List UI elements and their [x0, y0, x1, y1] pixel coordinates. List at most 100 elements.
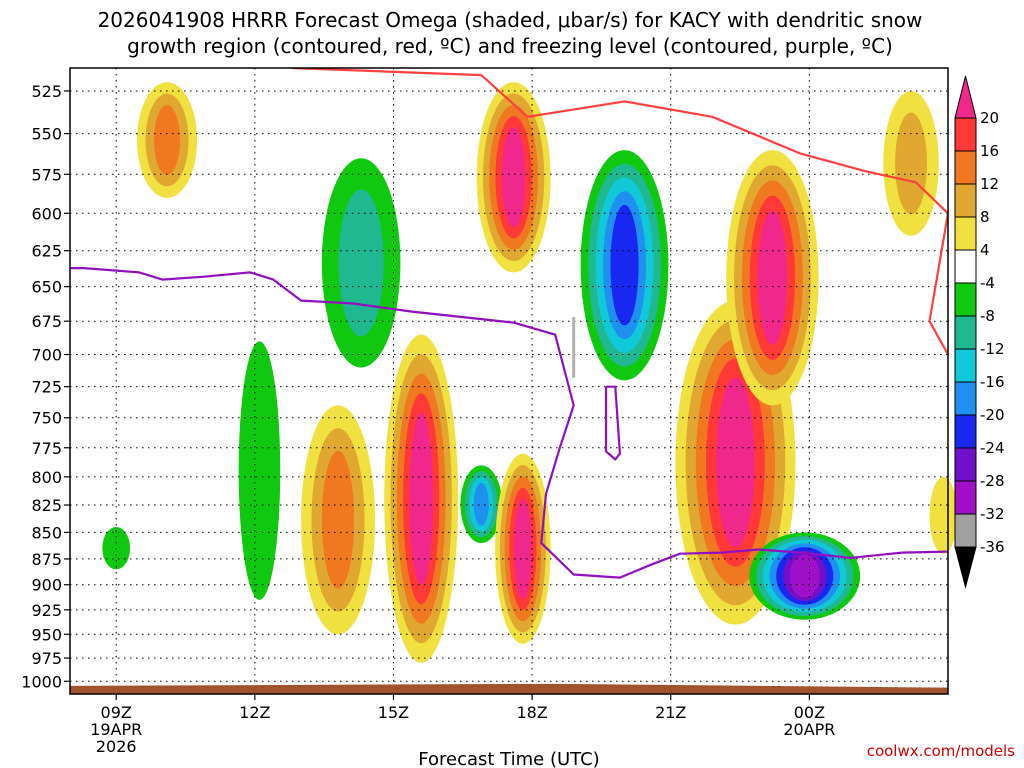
contour-lines: [70, 68, 948, 579]
omega-feature-upward-lobe-i: [495, 453, 551, 644]
ground-surface: [70, 683, 948, 694]
y-tick-label-575: 575: [31, 165, 62, 184]
colorbar-swatch-4: [954, 216, 977, 251]
omega-feature-sink-lobe-d: [321, 158, 401, 368]
omega-feature-sink-lobe-m: [749, 532, 861, 620]
x-tick-label-21Z-0: 21Z: [655, 703, 686, 722]
dgz-contour-line: [291, 68, 948, 356]
omega-contour-upward-lobe-l-20: [757, 210, 788, 345]
omega-feature-upward-lobe-f: [384, 334, 459, 663]
omega-contour-sink-lobe-m--28: [789, 554, 820, 598]
plot-area: [69, 67, 958, 695]
colorbar-swatch-6: [954, 282, 977, 317]
y-tick-label-725: 725: [31, 378, 62, 397]
y-tick-label-1000: 1000: [21, 672, 62, 691]
omega-feature-sink-lobe-b: [238, 341, 281, 600]
plot-frame: [69, 67, 949, 695]
chart-title-line-2: growth region (contoured, red, ºC) and f…: [127, 34, 893, 58]
x-tick-label-00Z-1: 20APR: [783, 720, 835, 739]
x-tick-label-18Z-0: 18Z: [516, 703, 547, 722]
colorbar-label-10: -24: [980, 439, 1005, 457]
omega-contour-sink-lobe-d--8: [338, 189, 384, 337]
omega-contour-upward-lobe-a-12: [154, 105, 181, 175]
omega-contour-upward-lobe-n-8: [895, 112, 927, 215]
y-tick-label-750: 750: [31, 409, 62, 428]
chart-title-line-1: 2026041908 HRRR Forecast Omega (shaded, …: [98, 8, 923, 32]
y-tick-label-550: 550: [31, 125, 62, 144]
omega-contour-upward-lobe-f-20: [409, 412, 434, 585]
omega-contour-upward-lobe-k-20: [716, 377, 755, 548]
colorbar-label-8: -16: [980, 373, 1005, 391]
colorbar-label-3: 8: [980, 208, 990, 226]
colorbar-label-6: -8: [980, 307, 995, 325]
x-tick-label-09Z-1: 19APR: [90, 720, 142, 739]
omega-contour-sink-lobe-j--20: [610, 204, 639, 326]
colorbar-swatch-9: [954, 381, 977, 416]
omega-feature-sink-lobe-j: [580, 150, 669, 381]
colorbar-swatch-bottom: [954, 546, 977, 589]
freezing-level-loop: [604, 385, 622, 461]
y-tick-label-825: 825: [31, 496, 62, 515]
colorbar-label-7: -12: [980, 340, 1005, 358]
y-tick-label-700: 700: [31, 346, 62, 365]
y-tick-label-850: 850: [31, 523, 62, 542]
omega-feature-sink-lobe-h: [460, 465, 503, 544]
freezing-level-line: [70, 267, 948, 579]
omega-contour-sink-lobe-h--16: [473, 482, 489, 526]
colorbar-swatch-10: [954, 414, 977, 449]
pressure-axis: 525 550 575 600 625 650 675 700 725 750 775 800 825 8…: [21, 82, 70, 691]
colorbar-swatch-5: [954, 249, 977, 284]
colorbar-label-5: -4: [980, 274, 995, 292]
omega-feature-upward-lobe-g: [476, 82, 551, 273]
colorbar-label-2: 12: [980, 175, 999, 193]
x-tick-label-09Z-0: 09Z: [101, 703, 132, 722]
x-tick-label-00Z-0: 00Z: [794, 703, 825, 722]
colorbar-label-11: -28: [980, 472, 1005, 490]
omega-contour-upward-lobe-o-4: [929, 476, 958, 554]
colorbar-label-13: -36: [980, 538, 1005, 556]
omega-feature-upward-lobe-l: [726, 150, 819, 406]
colorbar-label-4: 4: [980, 241, 990, 259]
omega-feature-upward-lobe-o: [929, 476, 958, 554]
y-tick-label-800: 800: [31, 468, 62, 487]
colorbar-swatch-7: [954, 315, 977, 350]
omega-shading: [102, 82, 958, 663]
y-tick-label-900: 900: [31, 576, 62, 595]
y-tick-label-775: 775: [31, 439, 62, 458]
y-tick-label-925: 925: [31, 601, 62, 620]
colorbar-swatch-11: [954, 447, 977, 482]
colorbar-swatch-2: [954, 150, 977, 185]
omega-contour-sink-lobe-b--4: [238, 341, 281, 600]
omega-contour-upward-lobe-g-20: [501, 127, 526, 228]
omega-feature-upward-lobe-a: [137, 82, 198, 198]
x-tick-label-12Z-0: 12Z: [239, 703, 270, 722]
y-tick-label-625: 625: [31, 242, 62, 261]
y-tick-label-975: 975: [31, 649, 62, 668]
colorbar-label-12: -32: [980, 505, 1005, 523]
colorbar-swatch-3: [954, 183, 977, 218]
y-tick-label-650: 650: [31, 278, 62, 297]
y-tick-label-600: 600: [31, 204, 62, 223]
omega-colorbar: 20 16 12 8 4 -4 -8 -12 -16 -20 -24 -28 -32 -36: [954, 75, 1005, 589]
grid-lines: [70, 68, 948, 694]
y-tick-label-675: 675: [31, 312, 62, 331]
omega-contour-upward-lobe-i-20: [513, 498, 532, 599]
source-credit: coolwx.com/models: [867, 742, 1015, 760]
omega-feature-upward-lobe-e: [301, 405, 375, 635]
y-tick-label-525: 525: [31, 82, 62, 101]
colorbar-label-1: 16: [980, 142, 999, 160]
omega-contour-upward-lobe-e-12: [322, 450, 355, 589]
colorbar-swatch-12: [954, 480, 977, 515]
colorbar-swatch-top: [954, 75, 977, 119]
y-tick-label-875: 875: [31, 550, 62, 569]
colorbar-label-9: -20: [980, 406, 1005, 424]
colorbar-swatch-8: [954, 348, 977, 383]
x-tick-label-09Z-2: 2026: [96, 737, 137, 756]
colorbar-swatch-13: [954, 513, 977, 548]
contour-group: [70, 68, 948, 579]
colorbar-label-0: 20: [980, 109, 999, 127]
colorbar-swatch-1: [954, 117, 977, 152]
x-tick-label-15Z-0: 15Z: [378, 703, 409, 722]
